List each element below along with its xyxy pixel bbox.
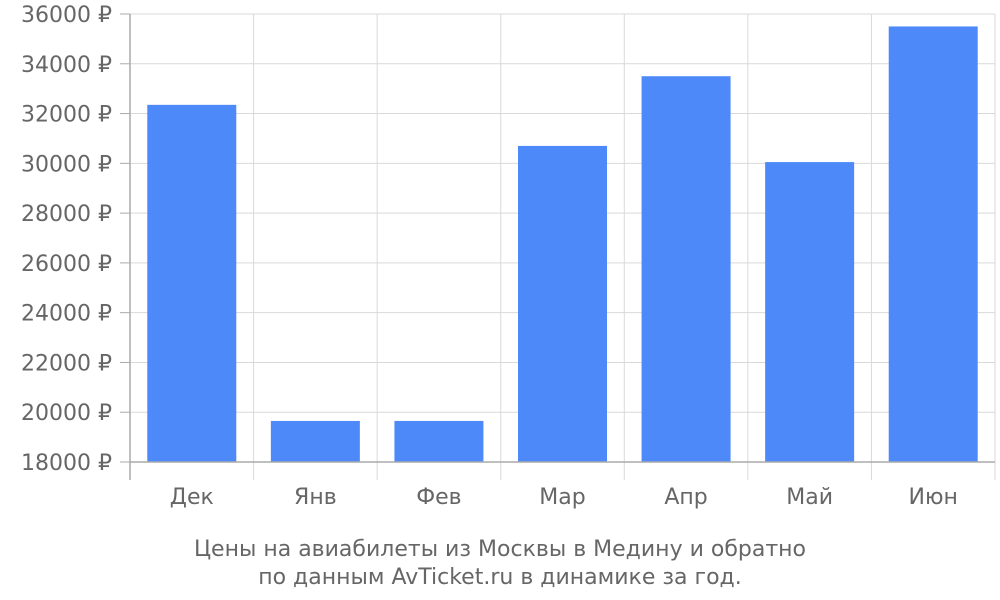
bar-1 [147, 104, 237, 462]
axes [120, 13, 996, 480]
y-tick-label: 24000 ₽ [21, 302, 112, 327]
bar-7 [888, 26, 978, 462]
x-category-label: Фев [416, 485, 461, 510]
bar-2 [270, 420, 360, 462]
x-category-label: Дек [170, 485, 214, 510]
bar-3 [394, 420, 484, 462]
y-tick-label: 20000 ₽ [21, 401, 112, 426]
y-tick-label: 30000 ₽ [21, 152, 112, 177]
bar-6 [765, 162, 855, 463]
bar-5 [641, 76, 731, 462]
bar-4 [518, 145, 607, 462]
bars [147, 26, 978, 463]
y-tick-label: 18000 ₽ [21, 451, 112, 476]
y-tick-label: 26000 ₽ [21, 252, 112, 277]
x-category-label: Апр [664, 485, 707, 510]
x-category-label: Янв [294, 485, 337, 510]
y-tick-label: 28000 ₽ [21, 202, 112, 227]
x-category-label: Май [786, 485, 833, 510]
y-tick-label: 32000 ₽ [21, 103, 112, 128]
x-axis-category-labels: Дек Янв Фев Мар Апр Май Июн [170, 485, 958, 510]
y-tick-label: 36000 ₽ [21, 3, 112, 28]
x-category-label: Июн [909, 485, 958, 510]
y-axis-tick-labels: 18000 ₽ 20000 ₽ 22000 ₽ 24000 ₽ 26000 ₽ 28000… [21, 3, 112, 476]
chart-caption-line-2: по данным AvTicket.ru в динамике за год. [258, 565, 742, 590]
chart-caption-line-1: Цены на авиабилеты из Москвы в Медину и … [194, 537, 806, 562]
y-tick-label: 22000 ₽ [21, 351, 112, 376]
y-tick-label: 34000 ₽ [21, 53, 112, 78]
x-category-label: Мар [539, 485, 585, 510]
